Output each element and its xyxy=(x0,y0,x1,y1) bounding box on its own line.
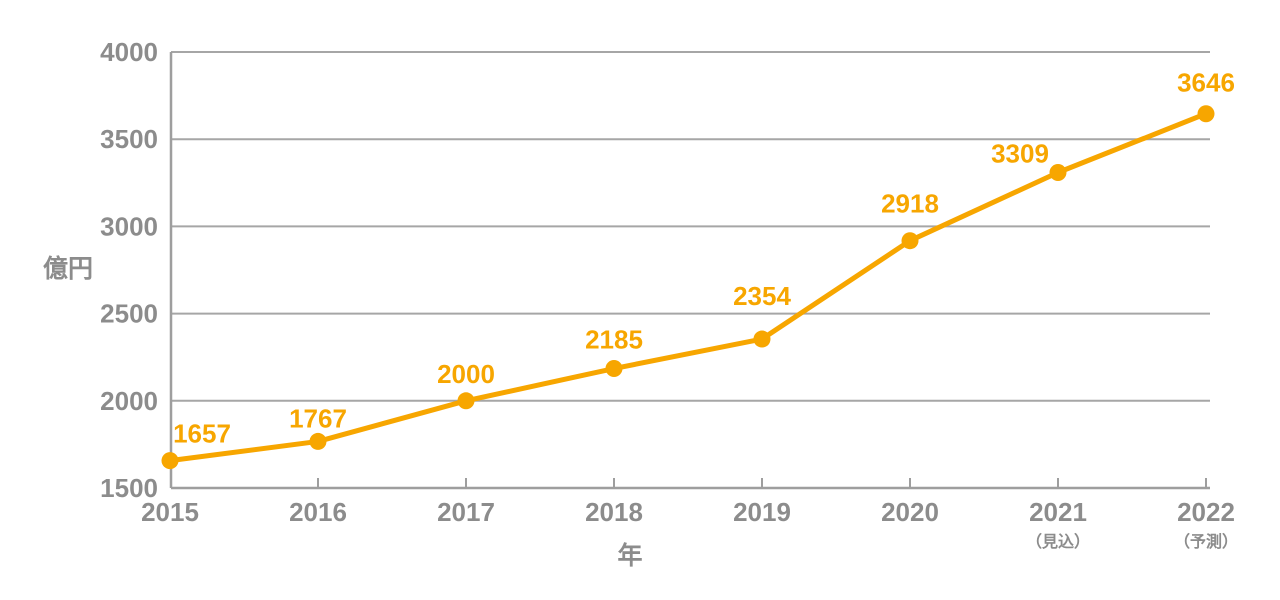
data-value-label: 2918 xyxy=(881,189,939,219)
x-tick-note: （予測） xyxy=(1174,532,1238,551)
y-tick-label: 4000 xyxy=(100,37,158,67)
data-value-label: 2185 xyxy=(585,325,643,355)
data-point-marker xyxy=(901,232,919,250)
x-tick-label: 2017 xyxy=(437,497,495,527)
series-line xyxy=(167,111,1209,464)
data-point-marker xyxy=(309,432,327,450)
data-point-marker xyxy=(605,360,623,378)
y-tick-label: 2000 xyxy=(100,386,158,416)
data-value-label: 1767 xyxy=(289,403,347,433)
x-tick-label: 2018 xyxy=(585,497,643,527)
data-value-label: 2000 xyxy=(437,359,495,389)
data-point-marker xyxy=(753,330,771,348)
data-point-marker xyxy=(1197,105,1215,123)
y-tick-label: 2500 xyxy=(100,299,158,329)
data-value-label: 3646 xyxy=(1177,68,1235,98)
x-tick-note: （見込） xyxy=(1026,533,1090,551)
x-tick-label: 2015 xyxy=(141,497,199,527)
y-tick-label: 3000 xyxy=(100,211,158,241)
data-value-label: 1657 xyxy=(173,419,231,449)
y-tick-label: 3500 xyxy=(100,124,158,154)
x-tick-label: 2021 xyxy=(1029,497,1087,527)
data-point-marker xyxy=(161,452,179,470)
x-tick-label: 2022 xyxy=(1177,497,1235,527)
x-tick-label: 2019 xyxy=(733,497,791,527)
data-point-marker xyxy=(1049,164,1067,182)
data-value-label: 3309 xyxy=(991,139,1049,169)
data-value-label: 2354 xyxy=(733,281,791,311)
x-tick-label: 2020 xyxy=(881,497,939,527)
y-tick-label: 1500 xyxy=(100,473,158,503)
y-axis-title: 億円 xyxy=(43,254,93,283)
x-axis-title: 年 xyxy=(617,541,642,570)
x-tick-label: 2016 xyxy=(289,497,347,527)
data-point-marker xyxy=(457,392,475,410)
